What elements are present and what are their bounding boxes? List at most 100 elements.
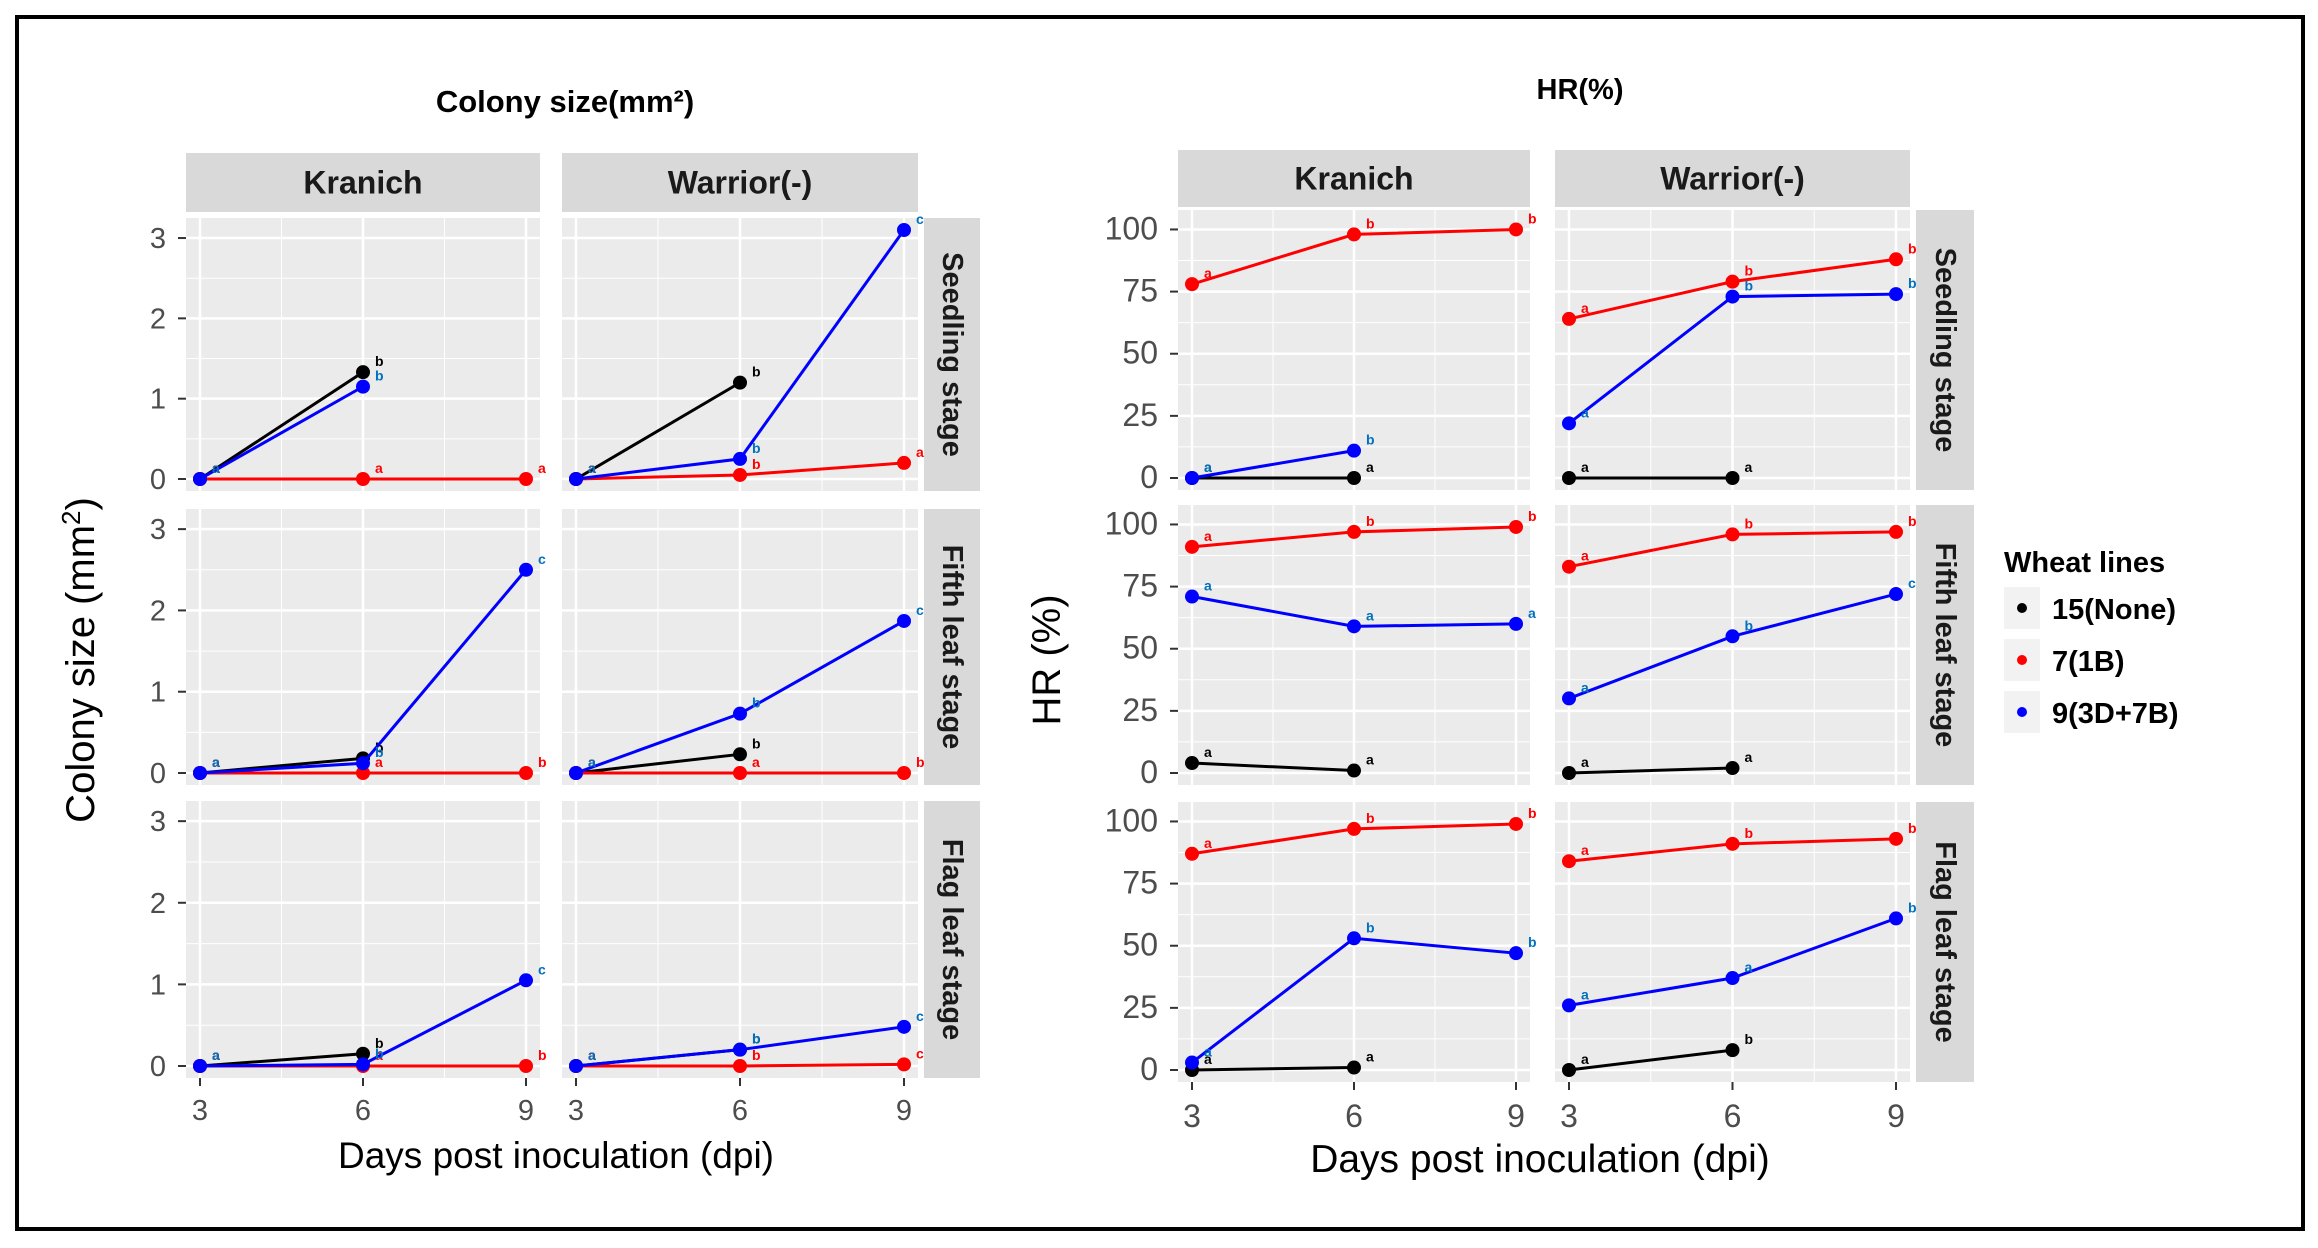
- series-9-3d-7b-point: [193, 766, 207, 780]
- significance-letter: a: [212, 1047, 220, 1063]
- significance-letter: a: [1204, 1044, 1212, 1060]
- series-7-1b-point: [897, 766, 911, 780]
- y-tick-label: 0: [1140, 459, 1158, 495]
- significance-letter: a: [1581, 679, 1589, 695]
- series-9-3d-7b-point: [1509, 616, 1523, 631]
- series-15-none-point: [1347, 471, 1361, 485]
- facet-strip-seedling-stage: [1916, 210, 1974, 490]
- panel-kranich-seedling-stage: a aab bab: [1178, 210, 1537, 490]
- chart-colony-size-mm: Kranich Warrior(-) Seedling stage Fifth lea…: [150, 153, 980, 1127]
- y-tick-label: 100: [1105, 505, 1158, 541]
- legend-key-9-3d-7b: [2017, 707, 2027, 717]
- significance-letter: c: [1908, 575, 1916, 591]
- series-15-none-point: [1562, 766, 1576, 780]
- series-7-1b-point: [1725, 274, 1740, 289]
- x-tick-label: 6: [1724, 1098, 1742, 1134]
- series-9-3d-7b-point: [356, 379, 370, 394]
- series-9-3d-7b-point: [1725, 971, 1740, 986]
- series-7-1b-point: [1725, 836, 1740, 851]
- significance-letter: a: [212, 754, 220, 770]
- y-tick-label: 100: [1105, 802, 1158, 838]
- y-tick-label: 3: [150, 806, 166, 838]
- significance-letter: b: [752, 1031, 761, 1047]
- series-9-3d-7b-point: [193, 472, 207, 486]
- series-15-none-point: [1347, 1060, 1361, 1075]
- series-15-none-point: [1725, 471, 1740, 485]
- left-y-axis-label: Colony size (mm2): [56, 497, 103, 823]
- facet-strip-label: Flag leaf stage: [1929, 841, 1961, 1042]
- series-9-3d-7b-point: [569, 766, 583, 780]
- x-tick-label: 6: [1345, 1098, 1363, 1134]
- facet-strip-label: Warrior(-): [1660, 161, 1805, 197]
- chart-hr: Kranich Warrior(-) Seedling stage Fifth lea…: [1105, 150, 1974, 1134]
- significance-letter: b: [1745, 1031, 1754, 1047]
- facet-strip-label: Kranich: [1294, 161, 1413, 197]
- significance-letter: a: [1581, 842, 1589, 858]
- significance-letter: b: [1366, 432, 1375, 448]
- series-9-3d-7b-point: [733, 706, 747, 721]
- significance-letter: a: [588, 460, 596, 476]
- facet-strip-fifth-leaf-stage: [1916, 505, 1974, 785]
- y-tick-label: 25: [1122, 989, 1158, 1025]
- significance-letter: a: [1204, 1051, 1212, 1067]
- significance-letter: a: [1581, 1051, 1589, 1067]
- series-15-none-point: [356, 365, 370, 380]
- significance-letter: a: [212, 1047, 220, 1063]
- series-15-none-line: [199, 370, 364, 481]
- significance-letter: c: [916, 1045, 924, 1061]
- significance-letter: a: [588, 754, 596, 770]
- significance-letter: a: [588, 460, 596, 476]
- series-9-3d-7b-point: [733, 451, 747, 466]
- series-9-3d-7b-point: [569, 472, 583, 486]
- y-tick-label: 50: [1122, 927, 1158, 963]
- series-7-1b-point: [1185, 846, 1199, 861]
- significance-letter: a: [588, 1047, 596, 1063]
- facet-strip-label: Fifth leaf stage: [936, 545, 968, 750]
- series-9-3d-7b-point: [1725, 629, 1740, 644]
- significance-letter: c: [916, 211, 924, 227]
- significance-letter: a: [1366, 752, 1374, 768]
- significance-letter: a: [375, 460, 383, 476]
- series-15-none-line: [575, 752, 741, 775]
- significance-letter: a: [1581, 986, 1589, 1002]
- y-tick-label: 75: [1122, 568, 1158, 604]
- facet-plots: Kranich Warrior(-) Seedling stage Fifth lea…: [150, 150, 1974, 1134]
- facet-strip-label: Warrior(-): [668, 165, 813, 201]
- y-tick-label: 0: [150, 758, 166, 790]
- series-9-3d-7b-point: [1347, 931, 1361, 946]
- facet-strip-flag-leaf-stage: [924, 801, 980, 1078]
- series-9-3d-7b-point: [1509, 946, 1523, 961]
- facet-strip-warrior: [562, 153, 918, 212]
- significance-letter: b: [1528, 805, 1537, 821]
- legend: Wheat lines 15(None) 7(1B) 9(3D+7B): [2004, 547, 2179, 733]
- series-7-1b-point: [1889, 252, 1903, 267]
- significance-letter: b: [375, 1035, 384, 1051]
- y-tick-label: 25: [1122, 397, 1158, 433]
- significance-letter: b: [538, 1047, 547, 1063]
- significance-letter: b: [1908, 899, 1917, 915]
- left-chart-title: Colony size(mm²): [436, 84, 694, 119]
- series-15-none-line: [199, 1052, 364, 1068]
- significance-letter: c: [538, 551, 546, 567]
- x-tick-label: 3: [192, 1095, 208, 1127]
- significance-letter: b: [916, 754, 925, 770]
- significance-letter: b: [752, 1047, 761, 1063]
- facet-strip-label: Kranich: [303, 165, 422, 201]
- series-7-1b-point: [1347, 227, 1361, 242]
- significance-letter: b: [1908, 240, 1917, 256]
- significance-letter: a: [588, 1047, 596, 1063]
- y-tick-label: 0: [150, 1051, 166, 1083]
- significance-letter: a: [916, 444, 924, 460]
- y-tick-label: 100: [1105, 210, 1158, 246]
- panel-warrior-fifth-leaf-stage: a a a b b a b c: [1555, 505, 1917, 785]
- right-chart-title: HR(%): [1537, 74, 1624, 106]
- series-15-none-point: [1725, 761, 1740, 776]
- series-7-1b-point: [356, 472, 370, 486]
- significance-letter: b: [1366, 810, 1375, 826]
- series-9-3d-7b-point: [193, 1059, 207, 1073]
- series-15-none-line: [575, 381, 741, 481]
